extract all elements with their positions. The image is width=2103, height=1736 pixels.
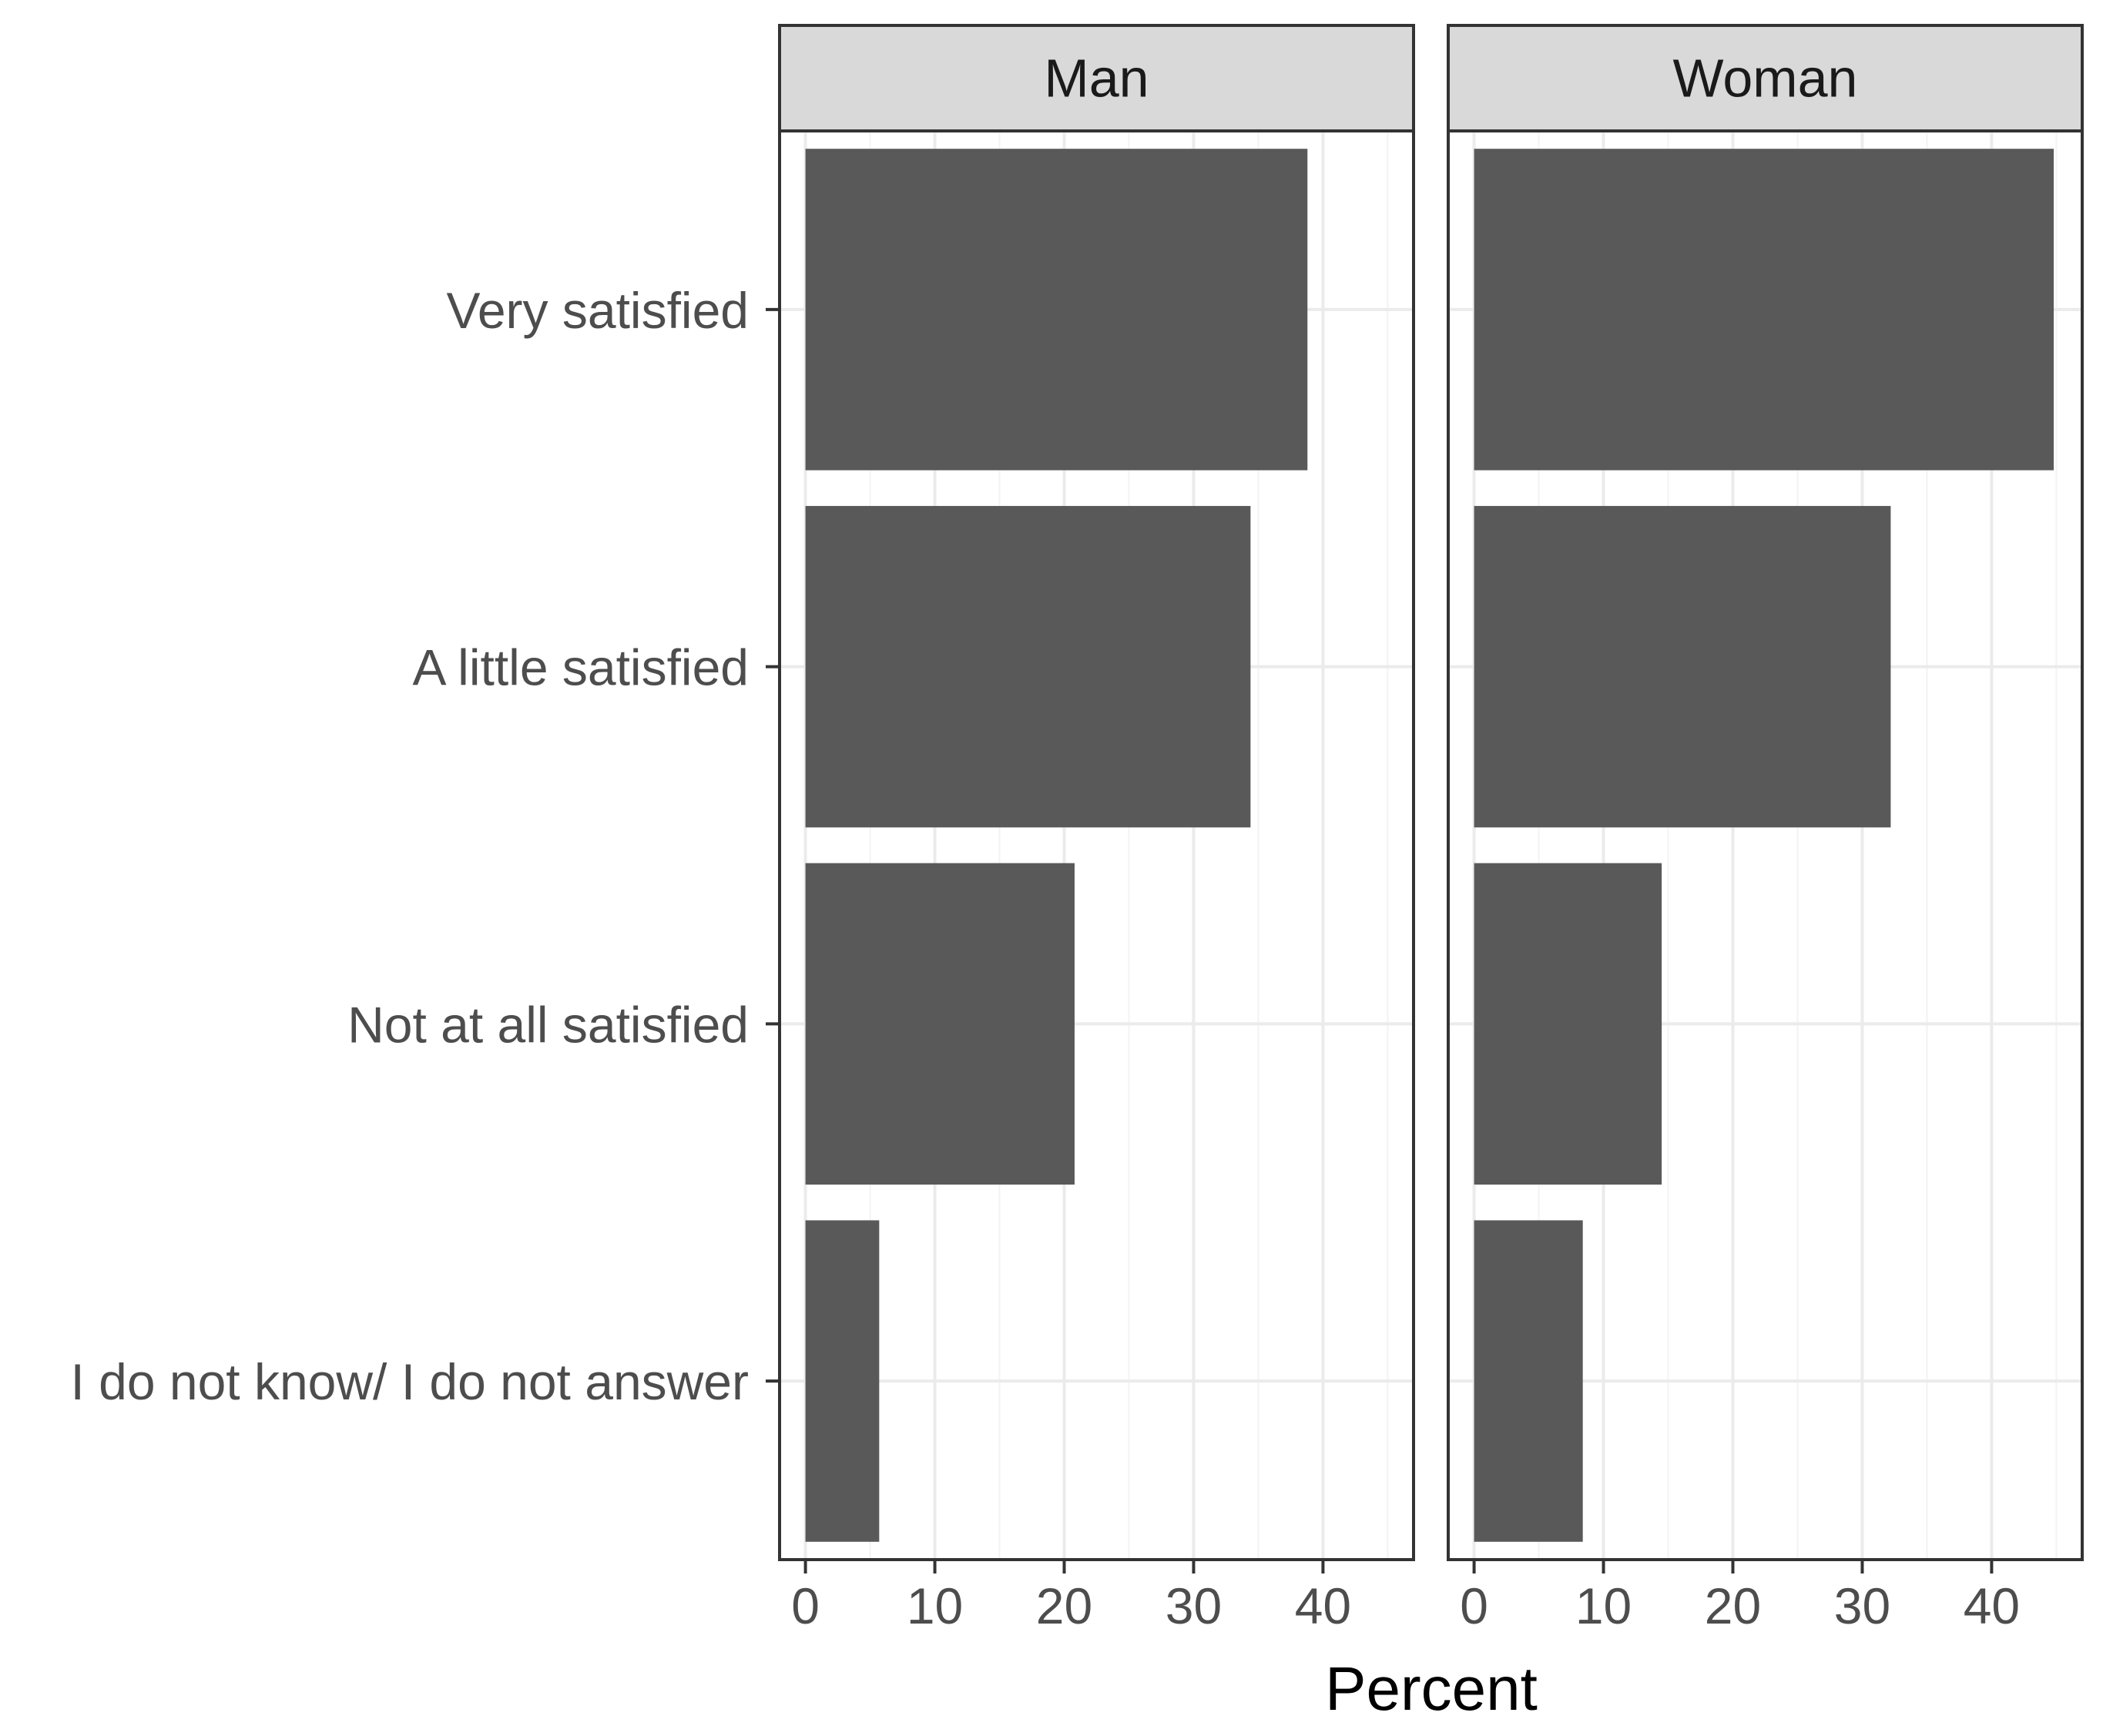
panel-woman: Woman 0 10 20 30 40: [1447, 24, 2084, 1634]
x-tick-label: 40: [1964, 1577, 2020, 1634]
bar-woman-1: [1474, 149, 2054, 471]
panel-man: Man 0 10 20 30 40: [778, 24, 1415, 1634]
y-category-label: A little satisfied: [412, 639, 749, 696]
facet-strip-woman: [1447, 24, 2084, 132]
bar-woman-2: [1474, 505, 1891, 828]
bar-man-4: [805, 1220, 880, 1542]
x-axis-title: Percent: [1325, 1654, 1538, 1723]
x-tick-label: 40: [1295, 1577, 1351, 1634]
x-tick-label: 0: [1460, 1577, 1488, 1634]
y-category-label: Very satisfied: [446, 282, 749, 339]
facet-strip-man: [778, 24, 1415, 132]
bar-woman-3: [1474, 863, 1662, 1185]
x-tick-label: 20: [1036, 1577, 1092, 1634]
x-tick-label: 10: [907, 1577, 963, 1634]
y-category-label: I do not know/ I do not answer: [70, 1353, 749, 1410]
bar-man-3: [805, 863, 1075, 1185]
x-tick-label: 30: [1834, 1577, 1890, 1634]
facet-strip-label: Woman: [1673, 49, 1858, 109]
bar-man-1: [805, 149, 1308, 471]
x-tick-label: 10: [1575, 1577, 1632, 1634]
x-tick-label: 20: [1705, 1577, 1761, 1634]
facet-strip-label: Man: [1044, 49, 1149, 109]
x-tick-label: 30: [1166, 1577, 1222, 1634]
y-axis: Very satisfied A little satisfied Not at a…: [70, 282, 780, 1410]
bar-woman-4: [1474, 1220, 1583, 1542]
y-category-label: Not at all satisfied: [347, 996, 749, 1053]
bar-man-2: [805, 505, 1251, 828]
x-tick-label: 0: [791, 1577, 820, 1634]
